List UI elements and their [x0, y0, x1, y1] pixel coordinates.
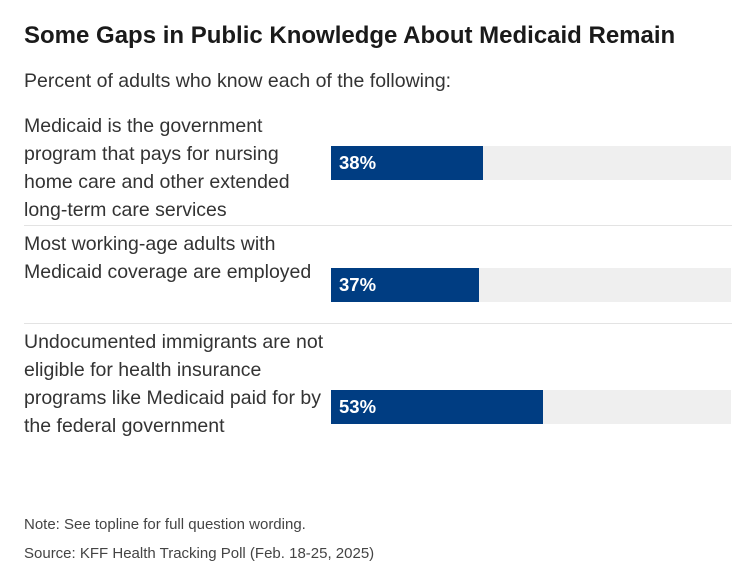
bar: 38% [331, 146, 483, 180]
bar-track: 53% [331, 390, 731, 424]
chart-title: Some Gaps in Public Knowledge About Medi… [24, 22, 676, 49]
bar: 53% [331, 390, 543, 424]
row-divider [24, 225, 732, 226]
chart-note: Note: See topline for full question word… [24, 516, 306, 533]
bar-row: Undocumented immigrants are not eligible… [0, 324, 746, 484]
bar: 37% [331, 268, 479, 302]
bar-row: Most working-age adults with Medicaid co… [0, 226, 746, 324]
bar-track: 38% [331, 146, 731, 180]
bar-row: Medicaid is the government program that … [0, 108, 746, 226]
bar-value-label: 53% [339, 396, 377, 417]
category-label: Medicaid is the government program that … [24, 115, 290, 221]
category-label: Most working-age adults with Medicaid co… [24, 233, 312, 283]
bar-value-label: 38% [339, 152, 377, 173]
chart-source: Source: KFF Health Tracking Poll (Feb. 1… [24, 545, 375, 562]
bar-value-label: 37% [339, 274, 377, 295]
row-divider [24, 323, 732, 324]
category-label: Undocumented immigrants are not eligible… [24, 331, 324, 437]
bar-track: 37% [331, 268, 731, 302]
chart-subtitle: Percent of adults who know each of the f… [24, 70, 452, 92]
